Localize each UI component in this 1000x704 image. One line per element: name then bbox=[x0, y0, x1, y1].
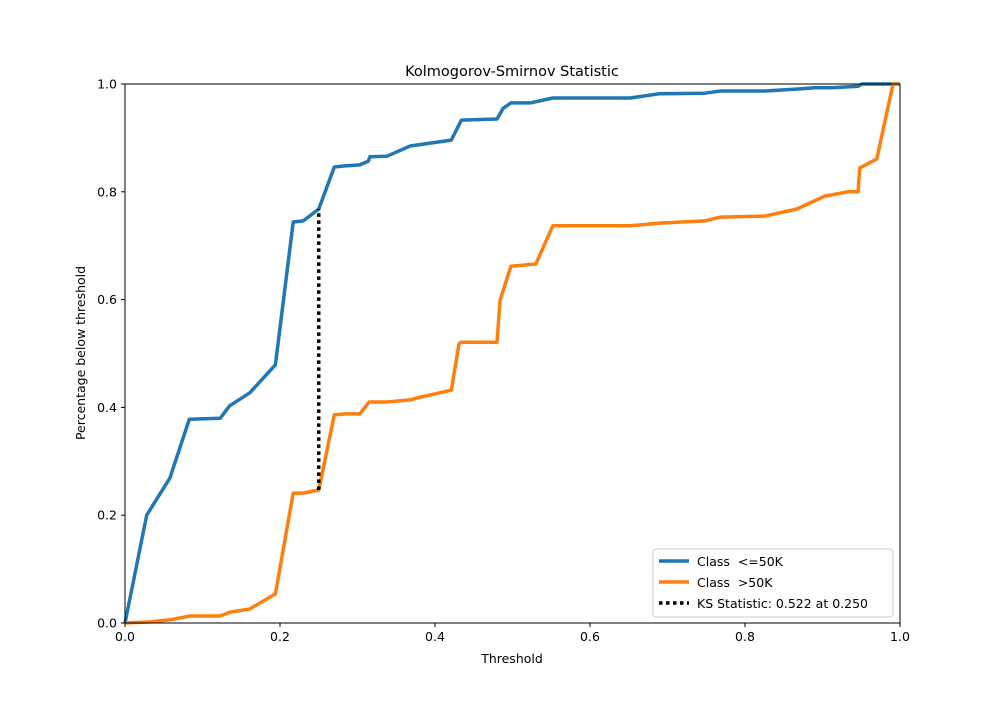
legend: Class <=50K Class >50K KS Statistic: 0.5… bbox=[652, 548, 894, 618]
y-tick-label: 0.0 bbox=[97, 616, 117, 631]
legend-label-gt50k: Class >50K bbox=[697, 575, 773, 590]
x-tick-label: 0.4 bbox=[425, 629, 445, 644]
x-tick-label: 0.6 bbox=[580, 629, 600, 644]
y-tick-label: 0.2 bbox=[97, 508, 117, 523]
series-line-1 bbox=[124, 82, 900, 625]
chart-title: Kolmogorov-Smirnov Statistic bbox=[405, 64, 619, 80]
x-tick-label: 0.0 bbox=[115, 629, 135, 644]
x-tick-label: 1.0 bbox=[890, 629, 910, 644]
legend-box bbox=[652, 548, 894, 618]
y-tick-label: 1.0 bbox=[97, 77, 117, 92]
legend-label-ks: KS Statistic: 0.522 at 0.250 bbox=[697, 596, 868, 611]
y-tick-label: 0.4 bbox=[97, 400, 117, 415]
x-tick-label: 0.8 bbox=[735, 629, 755, 644]
axis-ticks: 0.0 0.2 0.4 0.6 0.8 1.0 0.0 0.2 0.4 0.6 0.8 1.0 bbox=[97, 77, 910, 645]
x-axis-label: Threshold bbox=[480, 651, 543, 666]
y-axis-label: Percentage below threshold bbox=[73, 266, 88, 440]
series-line-0 bbox=[123, 82, 900, 624]
y-tick-label: 0.6 bbox=[97, 292, 117, 307]
plot-area bbox=[123, 82, 900, 625]
legend-label-le50k: Class <=50K bbox=[697, 554, 784, 569]
axes-frame bbox=[124, 83, 901, 624]
x-tick-label: 0.2 bbox=[270, 629, 290, 644]
y-tick-label: 0.8 bbox=[97, 184, 117, 199]
